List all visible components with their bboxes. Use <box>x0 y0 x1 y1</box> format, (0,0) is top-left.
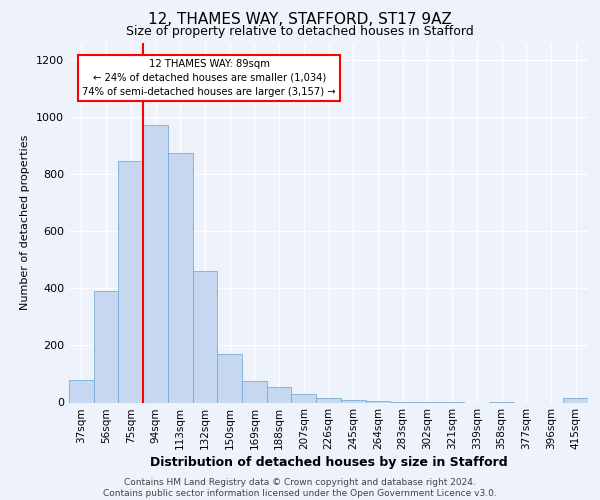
Bar <box>118 161 143 402</box>
Bar <box>193 271 217 402</box>
Text: Size of property relative to detached houses in Stafford: Size of property relative to detached ho… <box>126 25 474 38</box>
Bar <box>168 152 193 402</box>
Bar <box>563 398 588 402</box>
Bar <box>242 381 267 402</box>
Text: 12 THAMES WAY: 89sqm
← 24% of detached houses are smaller (1,034)
74% of semi-de: 12 THAMES WAY: 89sqm ← 24% of detached h… <box>82 58 336 96</box>
Bar <box>316 398 341 402</box>
Y-axis label: Number of detached properties: Number of detached properties <box>20 135 31 310</box>
Bar <box>341 400 365 402</box>
Bar <box>292 394 316 402</box>
X-axis label: Distribution of detached houses by size in Stafford: Distribution of detached houses by size … <box>149 456 508 469</box>
Text: 12, THAMES WAY, STAFFORD, ST17 9AZ: 12, THAMES WAY, STAFFORD, ST17 9AZ <box>148 12 452 28</box>
Bar <box>143 126 168 402</box>
Bar <box>267 387 292 402</box>
Text: Contains HM Land Registry data © Crown copyright and database right 2024.
Contai: Contains HM Land Registry data © Crown c… <box>103 478 497 498</box>
Bar <box>94 291 118 403</box>
Bar <box>365 401 390 402</box>
Bar <box>217 354 242 403</box>
Bar <box>69 380 94 402</box>
